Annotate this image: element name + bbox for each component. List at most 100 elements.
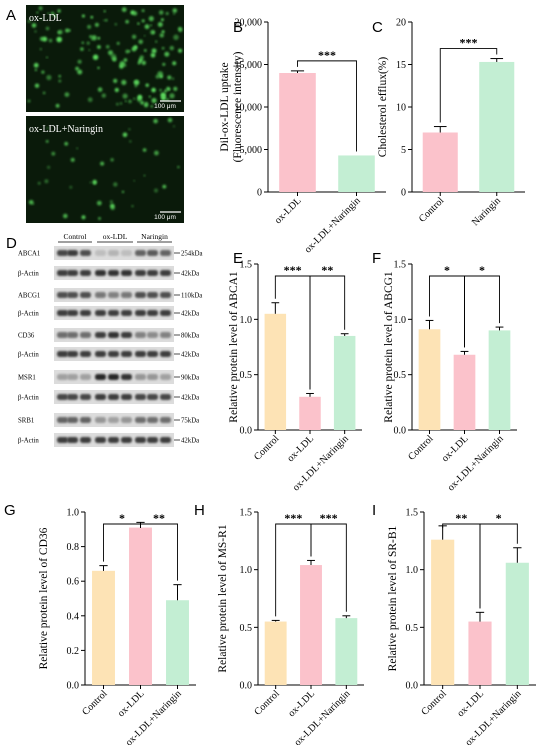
fluorescent-cell bbox=[81, 41, 85, 44]
blot-band bbox=[95, 332, 106, 338]
blot-kda-label: 80kDa bbox=[181, 333, 199, 340]
y-tick-label: 10 bbox=[396, 103, 406, 114]
y-tick-label: 1.0 bbox=[406, 565, 419, 576]
blot-band bbox=[160, 292, 171, 298]
blot-band bbox=[80, 437, 91, 443]
blot-band bbox=[135, 270, 146, 276]
fluorescent-cell bbox=[121, 79, 127, 85]
blot-band bbox=[80, 250, 91, 256]
fluorescent-cell bbox=[63, 213, 68, 219]
blot-band bbox=[108, 292, 119, 298]
fluorescent-cell bbox=[129, 140, 132, 143]
blot-protein-label: β-Actin bbox=[18, 311, 39, 318]
blot-band bbox=[67, 310, 78, 316]
significance-label: * bbox=[119, 511, 125, 525]
fluorescent-cell bbox=[144, 24, 150, 30]
fluorescent-cell bbox=[166, 86, 171, 91]
fluorescent-cell bbox=[162, 184, 167, 189]
fluorescent-cell bbox=[105, 19, 108, 22]
x-tick-label: Control bbox=[406, 433, 436, 463]
fluorescent-cell bbox=[155, 40, 158, 43]
chart-b: B 0 5,000 10,000 15,000 20,000 Dil-ox-LDL upta… bbox=[219, 18, 386, 255]
blot-kda-label: 90kDa bbox=[181, 375, 199, 382]
y-tick-label: 0.2 bbox=[67, 646, 80, 657]
blot-protein-label: ABCA1 bbox=[18, 251, 40, 258]
y-axis-label: Dil-ox-LDL uptake bbox=[219, 62, 231, 151]
blot-band bbox=[147, 351, 158, 357]
significance-bracket bbox=[439, 48, 498, 123]
micrograph-bottom bbox=[26, 116, 184, 223]
scale-label-top: 100 μm bbox=[154, 103, 176, 110]
blot-band bbox=[57, 437, 68, 443]
fluorescent-cell bbox=[125, 49, 130, 54]
blot-band bbox=[135, 310, 146, 316]
y-axis-label: Relative protein level of ABCA1 bbox=[228, 271, 240, 423]
fluorescent-cell bbox=[65, 28, 70, 33]
y-tick-label: 0 bbox=[401, 188, 406, 199]
fluorescent-cell bbox=[41, 70, 45, 74]
fluorescent-cell bbox=[34, 30, 37, 33]
significance-label: * bbox=[444, 263, 450, 277]
fluorescent-cell bbox=[178, 48, 183, 53]
blot-band bbox=[95, 310, 106, 316]
y-tick-label: 0.0 bbox=[406, 681, 419, 692]
bar bbox=[129, 527, 152, 685]
y-tick-label: 1.5 bbox=[240, 260, 253, 271]
y-tick-label: 1.0 bbox=[394, 315, 407, 326]
fluorescent-cell bbox=[98, 217, 101, 220]
panel-letter: H bbox=[194, 502, 205, 519]
fluorescent-cell bbox=[164, 89, 168, 93]
fluorescent-cell bbox=[33, 62, 39, 68]
y-tick-label: 0.5 bbox=[394, 370, 407, 381]
fluorescent-cell bbox=[161, 18, 164, 22]
fluorescent-cell bbox=[108, 50, 113, 56]
scale-label-bottom: 100 μm bbox=[154, 214, 176, 221]
panel-d: D Control ox-LDL Naringin ABCA1 254kDa β-Act… bbox=[6, 232, 203, 447]
blot-band bbox=[95, 437, 106, 443]
fluorescent-cell bbox=[53, 14, 57, 18]
fluorescent-cell bbox=[100, 161, 105, 166]
panel-letter-a: A bbox=[6, 7, 16, 24]
fluorescent-cell bbox=[50, 11, 55, 16]
blot-band bbox=[147, 394, 158, 400]
x-tick-label: ox-LDL bbox=[455, 688, 486, 719]
fluorescent-cell bbox=[141, 60, 146, 65]
micrograph-top-label: ox-LDL bbox=[29, 13, 62, 24]
fluorescent-cell bbox=[81, 215, 86, 220]
blot-band bbox=[121, 332, 132, 338]
fluorescent-cell bbox=[165, 12, 169, 15]
fluorescent-cells-bottom bbox=[28, 117, 180, 220]
bar bbox=[479, 61, 515, 193]
y-axis-label: (Fluorescence intensity) bbox=[232, 51, 244, 162]
fluorescent-cell bbox=[131, 34, 137, 39]
fluorescent-cell bbox=[177, 26, 183, 31]
panel-letter: B bbox=[233, 19, 243, 36]
fluorescent-cell bbox=[86, 41, 90, 45]
blot-band bbox=[67, 250, 78, 256]
blot-band bbox=[108, 310, 119, 316]
blot-band bbox=[95, 374, 106, 380]
fluorescent-cell bbox=[103, 19, 106, 22]
significance-bracket bbox=[310, 523, 347, 612]
fluorescent-cell bbox=[37, 181, 41, 185]
bar bbox=[335, 618, 358, 685]
blot-band bbox=[57, 417, 68, 423]
fluorescent-cell bbox=[162, 62, 166, 66]
fluorescent-cell bbox=[110, 203, 115, 209]
fluorescent-cell bbox=[125, 19, 129, 24]
y-axis-label: Relative protein level of ABCG1 bbox=[383, 271, 395, 423]
blot-band bbox=[67, 270, 78, 276]
blot-band bbox=[160, 394, 171, 400]
blot-protein-label: ABCG1 bbox=[18, 293, 40, 300]
blot-band bbox=[95, 394, 106, 400]
fluorescent-cell bbox=[81, 14, 85, 18]
blot-band bbox=[160, 332, 171, 338]
fluorescent-cell bbox=[39, 36, 44, 41]
y-tick-label: 0.0 bbox=[240, 681, 253, 692]
fluorescent-cell bbox=[150, 105, 153, 108]
fluorescent-cell bbox=[148, 16, 154, 22]
panel-a: A ox-LDL 100 μm ox-LDL+Naringin 100 μm bbox=[6, 5, 184, 223]
blot-band bbox=[57, 332, 68, 338]
fluorescent-cell bbox=[70, 157, 75, 162]
blot-protein-label: β-Actin bbox=[18, 271, 39, 278]
